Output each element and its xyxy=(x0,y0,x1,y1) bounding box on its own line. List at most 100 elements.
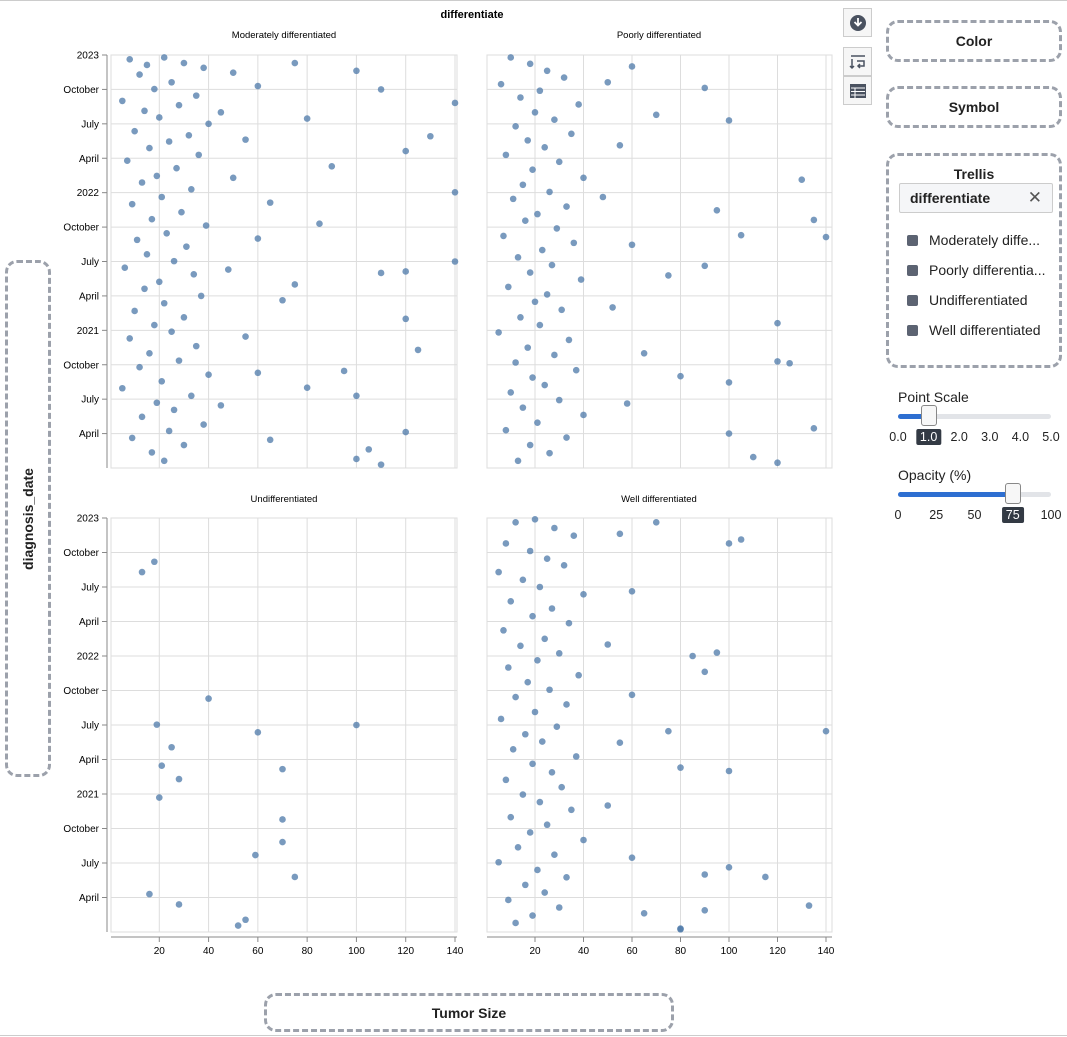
table-view-button[interactable] xyxy=(843,76,872,105)
data-point xyxy=(558,783,565,791)
data-point xyxy=(570,532,578,540)
y-tick-label: 2022 xyxy=(77,652,100,663)
y-tick-label: April xyxy=(79,893,99,904)
table-icon xyxy=(849,83,866,98)
data-point xyxy=(229,174,237,182)
data-point xyxy=(725,767,733,775)
data-point xyxy=(522,730,529,738)
data-point xyxy=(531,708,539,716)
x-tick-label: 40 xyxy=(203,946,215,957)
data-point xyxy=(543,291,551,298)
data-point xyxy=(558,306,565,314)
data-point xyxy=(188,185,195,193)
slider-thumb[interactable] xyxy=(1004,483,1021,504)
data-point xyxy=(713,649,721,656)
y-tick-label: July xyxy=(81,119,99,130)
slider-tick-label: 3.0 xyxy=(981,430,999,444)
data-point xyxy=(143,251,151,258)
facet-panel: Well differentiated 20 40 60 80 100 120 140 xyxy=(486,494,835,957)
color-label: Color xyxy=(955,33,993,49)
data-point xyxy=(577,276,585,283)
legend-item[interactable]: Moderately diffe... xyxy=(907,232,1040,248)
point-scale-slider[interactable] xyxy=(898,405,1051,426)
facet-title: Undifferentiated xyxy=(251,494,318,505)
data-point xyxy=(131,307,138,315)
data-point xyxy=(534,419,541,426)
sort-button[interactable] xyxy=(843,47,872,76)
data-point xyxy=(165,138,173,145)
x-axis-dropzone[interactable]: Tumor Size xyxy=(264,993,674,1032)
data-point xyxy=(414,346,422,354)
download-button[interactable] xyxy=(843,8,872,37)
data-point xyxy=(509,746,517,753)
data-point xyxy=(229,69,237,76)
data-point xyxy=(572,366,580,374)
symbol-dropzone[interactable]: Symbol xyxy=(886,86,1062,128)
close-icon[interactable]: ✕ xyxy=(1027,188,1042,207)
slider-tick-label: 0 xyxy=(894,508,902,522)
data-point xyxy=(155,794,163,801)
data-point xyxy=(553,723,561,730)
facet-title: Moderately differentiated xyxy=(232,30,336,41)
opacity-slider[interactable] xyxy=(898,483,1051,504)
sort-icon xyxy=(848,54,865,69)
slider-tick-label: 5.0 xyxy=(1042,430,1060,444)
data-point xyxy=(168,743,175,751)
data-point xyxy=(500,627,507,634)
x-tick-label: 60 xyxy=(626,946,638,957)
data-point xyxy=(175,775,183,783)
data-point xyxy=(604,802,612,809)
legend-label: Moderately diffe... xyxy=(929,232,1041,248)
y-axis-dropzone[interactable]: diagnosis_date xyxy=(5,260,51,777)
data-point xyxy=(158,378,166,385)
data-point xyxy=(543,821,551,829)
data-point xyxy=(500,232,507,240)
data-point xyxy=(628,691,636,699)
legend-item[interactable]: Poorly differentia... xyxy=(907,262,1045,278)
data-point xyxy=(563,203,570,210)
slider-tick-label: 0.0 xyxy=(889,430,907,444)
data-point xyxy=(737,536,745,543)
data-point xyxy=(160,54,168,61)
data-point xyxy=(160,457,168,465)
data-point xyxy=(377,461,385,468)
slider-thumb[interactable] xyxy=(920,405,937,426)
data-point xyxy=(531,516,539,523)
legend-item[interactable]: Undifferentiated xyxy=(907,292,1028,308)
y-tick-label: October xyxy=(63,360,99,371)
x-tick-label: 140 xyxy=(818,946,835,957)
trellis-dropzone[interactable]: Trellis differentiate ✕ Moderately diffe… xyxy=(886,153,1062,368)
data-point xyxy=(531,298,539,306)
data-point xyxy=(551,524,558,532)
data-point xyxy=(502,426,510,434)
data-point xyxy=(165,427,173,435)
data-point xyxy=(555,904,563,911)
data-point xyxy=(546,188,553,196)
data-point xyxy=(560,74,568,81)
color-dropzone[interactable]: Color xyxy=(886,20,1062,62)
chart-title: differentiate xyxy=(441,9,504,21)
data-point xyxy=(353,455,360,463)
legend-item[interactable]: Well differentiated xyxy=(907,322,1041,338)
top-border xyxy=(0,0,1067,1)
data-point xyxy=(580,836,587,844)
data-point xyxy=(185,132,193,139)
y-tick-label: July xyxy=(81,395,99,406)
data-point xyxy=(512,519,519,526)
data-point xyxy=(303,384,311,391)
data-point xyxy=(701,871,709,878)
y-tick-label: July xyxy=(81,859,99,870)
data-point xyxy=(502,776,510,784)
data-point xyxy=(509,195,517,203)
data-point xyxy=(526,441,534,449)
trellis-field-chip[interactable]: differentiate ✕ xyxy=(899,183,1053,213)
data-point xyxy=(546,449,553,457)
x-tick-label: 60 xyxy=(252,946,264,957)
data-point xyxy=(749,453,757,461)
data-point xyxy=(119,384,126,392)
y-tick-label: July xyxy=(81,721,99,732)
opacity-label: Opacity (%) xyxy=(898,467,972,483)
data-point xyxy=(628,588,636,595)
data-point xyxy=(529,760,536,768)
data-point xyxy=(254,82,262,90)
